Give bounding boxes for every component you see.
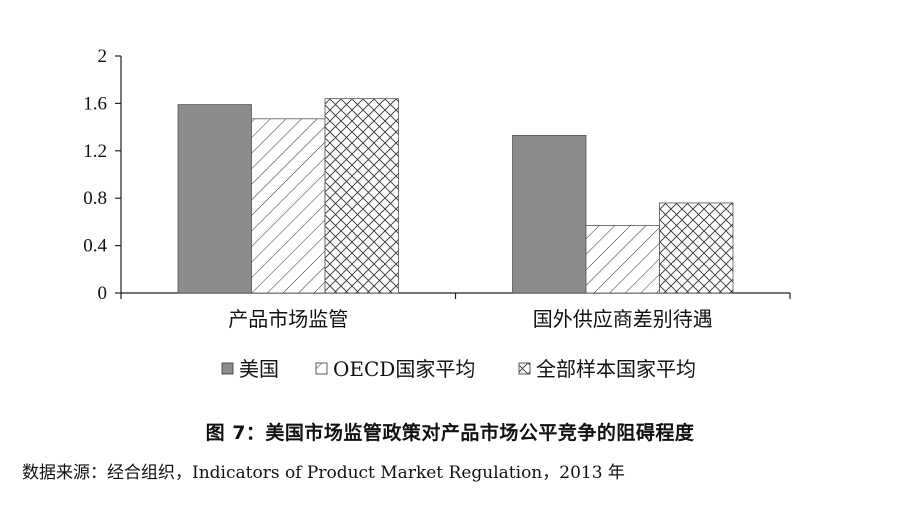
bar [512,134,587,294]
legend-label: OECD国家平均 [333,357,475,381]
y-tick-label: 1.2 [83,141,107,162]
source-note: 数据来源：经合组织，Indicators of Product Market R… [22,463,625,483]
bar [251,118,326,294]
legend-label: 全部样本国家平均 [536,357,696,381]
figure-caption: 图 7：美国市场监管政策对产品市场公平竞争的阻碍程度 [205,422,695,444]
bar [324,98,399,294]
y-axis: 0 0.4 0.8 1.2 1.6 2 [83,46,122,304]
bar [585,225,660,294]
legend-swatch [518,362,531,375]
bar [177,104,252,294]
y-tick-label: 2 [98,46,108,67]
y-tick-label: 1.6 [83,93,107,114]
y-tick-label: 0.8 [83,188,107,209]
bar [659,202,734,294]
legend: 美国 OECD国家平均 全部样本国家平均 [221,357,696,381]
category-label: 国外供应商差别待遇 [533,307,713,331]
category-label: 产品市场监管 [228,307,348,331]
bars [177,98,734,294]
x-axis: 产品市场监管 国外供应商差别待遇 [120,292,791,331]
legend-label: 美国 [239,357,279,381]
y-tick-label: 0.4 [83,236,107,257]
legend-swatch [315,362,328,375]
y-tick-label: 0 [98,283,108,304]
legend-swatch [221,362,234,375]
bar-chart: 0 0.4 0.8 1.2 1.6 2 产品市场监管 国外供应商差别待遇 美国 OECD国家平… [83,46,791,381]
